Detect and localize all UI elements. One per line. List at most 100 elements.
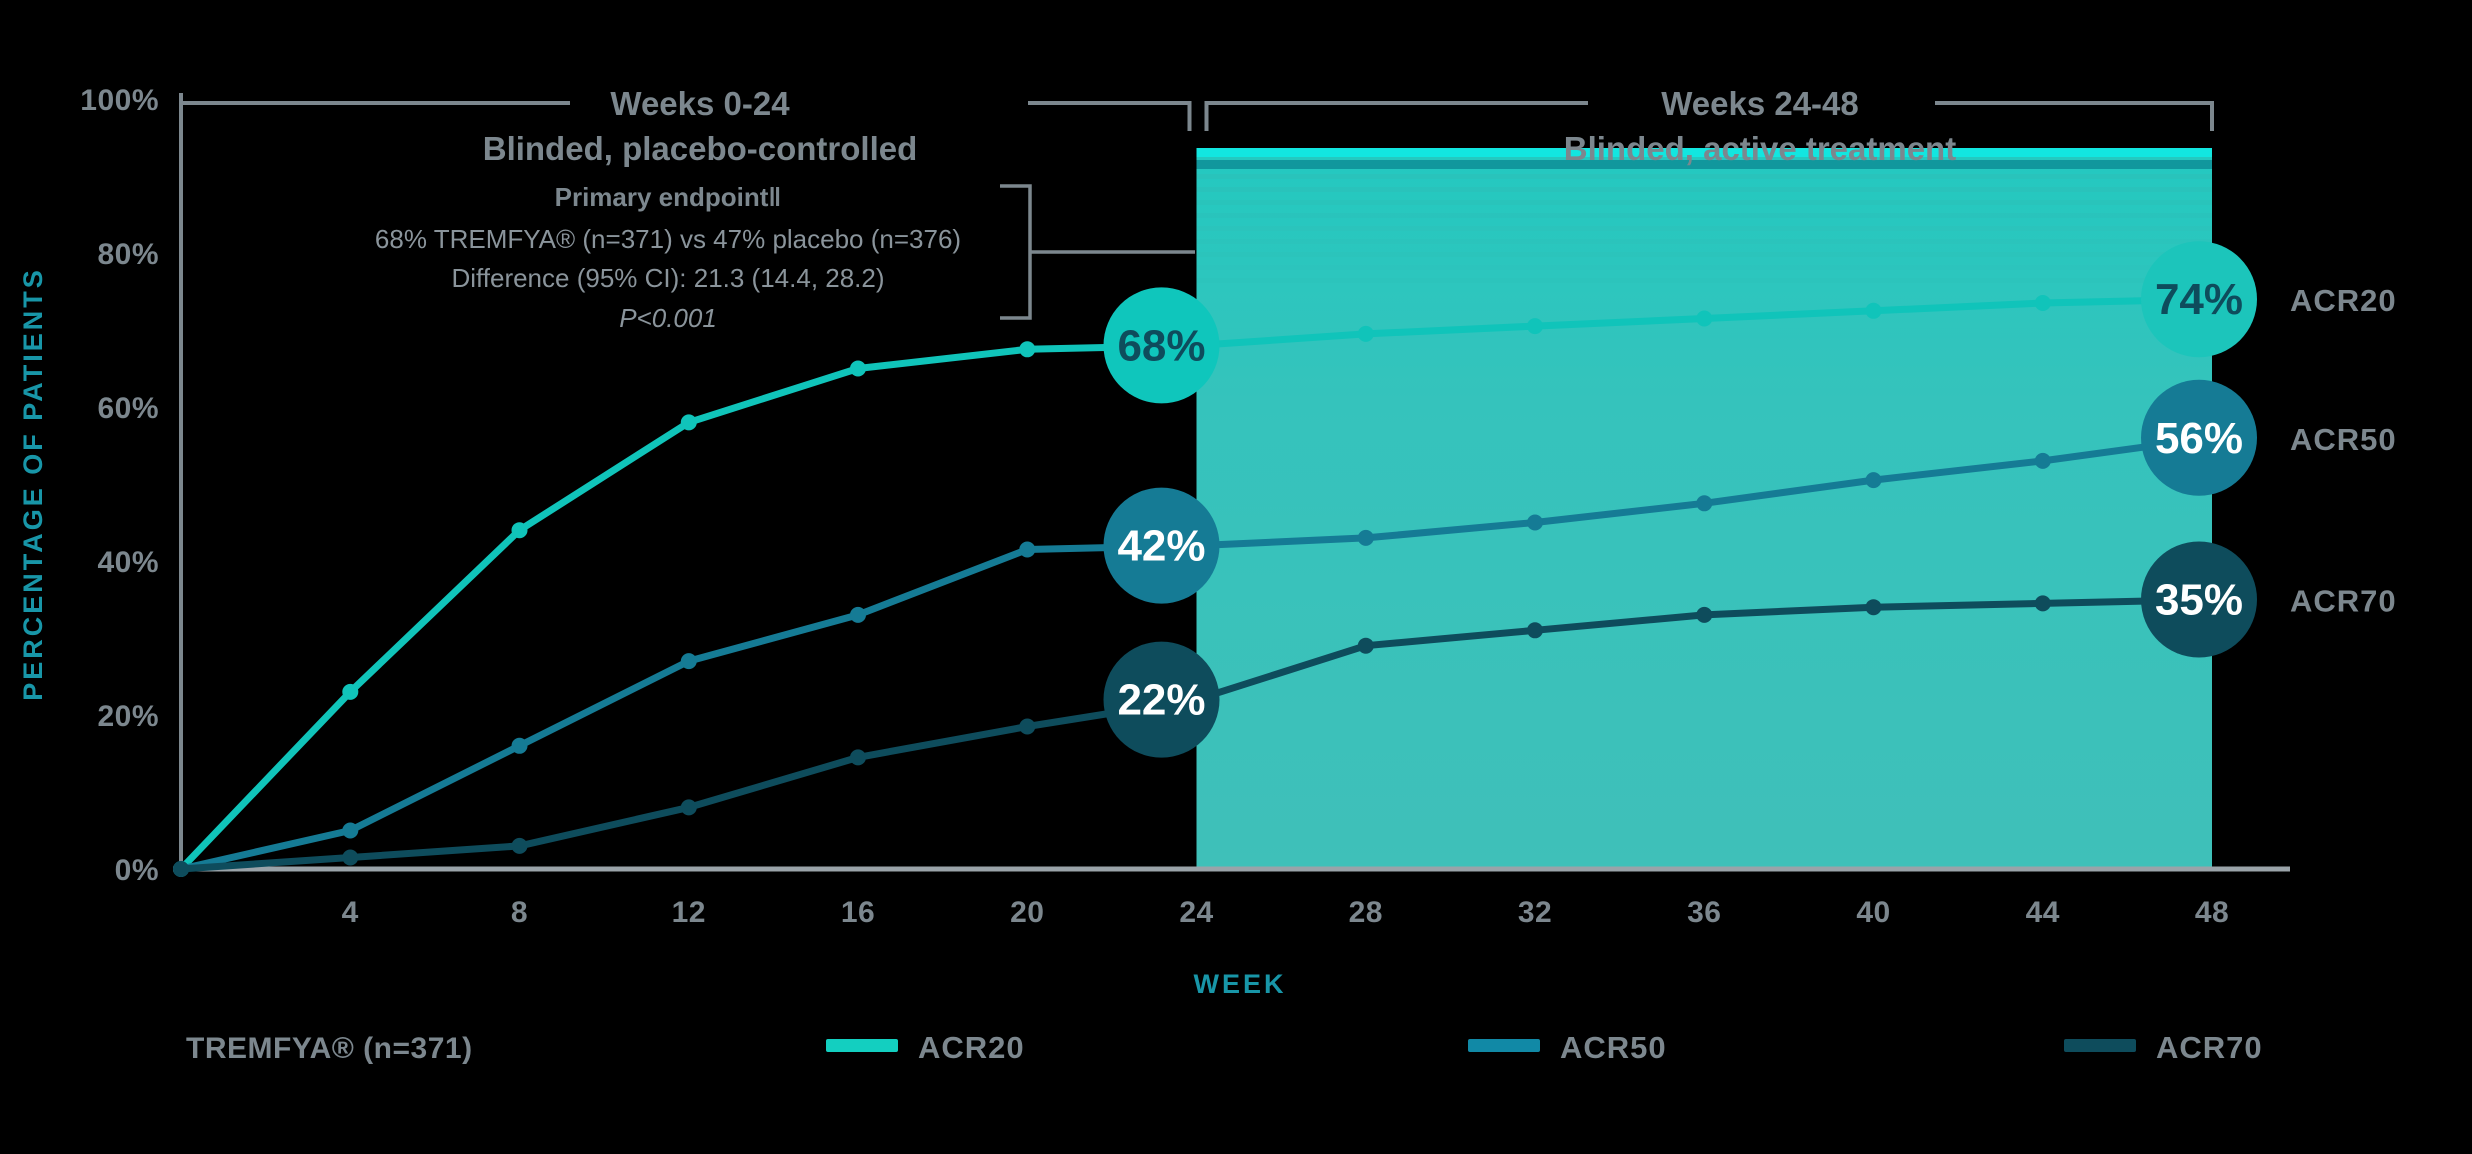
data-point-acr70	[1696, 606, 1713, 623]
series-endpoint-label-acr20: ACR20	[2290, 283, 2397, 318]
x-tick-label: 16	[841, 896, 875, 929]
shaded-region-band	[1196, 174, 2212, 179]
y-tick-label: 100%	[80, 84, 159, 117]
shaded-region-band	[1196, 160, 2212, 169]
phase2-shaded-region	[1196, 148, 2212, 869]
legend-swatch-acr50	[1468, 1039, 1540, 1052]
annotation-line-1: 68% TREMFYA® (n=371) vs 47% placebo (n=3…	[375, 224, 961, 254]
callout-value-week48-acr70: 35%	[2155, 576, 2243, 625]
annotation-line-2: Difference (95% CI): 21.3 (14.4, 28.2)	[451, 263, 884, 293]
callout-bubble-week24-acr20	[1103, 287, 1220, 404]
data-point-acr20	[850, 360, 866, 377]
y-tick-label: 0%	[115, 854, 159, 887]
data-point-acr50	[1527, 514, 1543, 531]
legend: TREMFYA® (n=371) ACR20 ACR50 ACR70	[186, 1030, 2263, 1065]
axis-titles: WEEK PERCENTAGE OF PATIENTS	[18, 267, 1287, 999]
phase2-bracket-left	[1204, 101, 1588, 131]
data-point-acr70	[342, 849, 359, 866]
data-point-acr20	[511, 522, 528, 539]
shaded-region-band	[1196, 265, 2212, 270]
phase1-bracket-right	[1028, 101, 1192, 131]
data-point-acr50	[1019, 541, 1036, 558]
series-endpoint-label-acr70: ACR70	[2290, 584, 2397, 619]
legend-label-acr70: ACR70	[2156, 1030, 2263, 1065]
x-tick-label: 24	[1179, 896, 1213, 929]
x-tick-label: 32	[1518, 896, 1552, 929]
x-axis-title: WEEK	[1194, 969, 1287, 999]
axes	[173, 93, 2290, 872]
legend-label-acr50: ACR50	[1560, 1030, 1667, 1065]
data-point-acr20	[1696, 310, 1713, 327]
y-tick-label: 40%	[97, 546, 159, 579]
callout-bubble-week48-acr70	[2141, 541, 2257, 658]
data-point-acr70	[173, 861, 189, 877]
callout-value-week24-acr70: 22%	[1117, 676, 1205, 725]
legend-swatch-acr20	[826, 1039, 898, 1052]
callout-value-week24-acr50: 42%	[1117, 522, 1205, 571]
x-tick-label: 28	[1349, 896, 1383, 929]
callout-bubble-week24-acr50	[1103, 487, 1220, 604]
legend-arm-label: TREMFYA® (n=371)	[186, 1032, 473, 1065]
shaded-region-band	[1196, 226, 2212, 231]
data-point-acr70	[1357, 637, 1374, 654]
data-point-acr50	[2034, 452, 2051, 469]
callout-value-week48-acr20: 74%	[2155, 275, 2243, 324]
data-point-acr50	[680, 653, 697, 670]
phase-brackets	[179, 101, 2214, 131]
data-point-acr70	[1865, 599, 1882, 616]
x-tick-label: 40	[1856, 896, 1890, 929]
data-point-acr20	[1527, 318, 1543, 335]
phase1-subtitle: Blinded, placebo-controlled	[483, 130, 918, 167]
phase-headers: Weeks 0-24 Blinded, placebo-controlled Wee…	[483, 85, 1956, 167]
x-tick-label: 12	[672, 896, 706, 929]
data-point-acr50	[342, 822, 359, 839]
legend-swatch-acr70	[2064, 1039, 2136, 1052]
annotation-brace	[1000, 184, 1195, 320]
phase1-title: Weeks 0-24	[610, 85, 790, 122]
data-point-acr20	[1357, 325, 1374, 342]
data-point-acr20	[1019, 341, 1036, 358]
callout-value-week24-acr20: 68%	[1117, 321, 1205, 370]
value-callouts: 68% 42% 22% 74% ACR20 56% ACR50 35% ACR70	[1103, 241, 2397, 758]
y-axis-title: PERCENTAGE OF PATIENTS	[18, 267, 48, 701]
data-point-acr70	[1527, 622, 1543, 639]
shaded-region-band	[1196, 200, 2212, 205]
data-point-acr50	[1696, 495, 1713, 512]
x-tick-label: 44	[2026, 896, 2060, 929]
y-tick-label: 60%	[97, 392, 159, 425]
x-tick-label: 20	[1010, 896, 1044, 929]
callout-bubble-week48-acr50	[2141, 379, 2257, 496]
callout-bubble-week24-acr70	[1103, 641, 1220, 758]
phase1-bracket-left	[179, 101, 570, 131]
series-endpoint-label-acr50: ACR50	[2290, 422, 2397, 457]
phase2-subtitle: Blinded, active treatment	[1564, 130, 1956, 167]
shaded-region-band	[1196, 187, 2212, 192]
data-point-acr20	[342, 683, 359, 700]
x-tick-label: 4	[342, 896, 359, 929]
data-point-acr70	[680, 799, 697, 816]
data-point-acr50	[850, 606, 866, 623]
shaded-region-band	[1196, 213, 2212, 218]
data-point-acr20	[1865, 302, 1882, 319]
data-point-acr50	[1357, 529, 1374, 546]
y-tick-label: 20%	[97, 700, 159, 733]
x-tick-label: 36	[1687, 896, 1721, 929]
primary-endpoint-annotation: Primary endpoint‖ 68% TREMFYA® (n=371) vs…	[375, 182, 1195, 333]
y-tick-label: 80%	[97, 238, 159, 271]
data-point-acr50	[1865, 472, 1882, 489]
callout-bubble-week48-acr20	[2141, 241, 2257, 358]
legend-label-acr20: ACR20	[918, 1030, 1025, 1065]
shaded-region-band	[1196, 239, 2212, 244]
tick-labels: 0%20%40%60%80%100%4 8 12 16 20 24 28 32 36 40 44 48	[80, 84, 2228, 929]
annotation-pvalue: P<0.001	[619, 303, 717, 333]
data-point-acr70	[1019, 718, 1036, 735]
shaded-region-band	[1196, 252, 2212, 257]
phase2-bracket-right	[1935, 101, 2214, 131]
shaded-region-band	[1196, 278, 2212, 283]
data-point-acr50	[511, 737, 528, 754]
x-tick-label: 8	[511, 896, 528, 929]
data-point-acr70	[850, 749, 866, 766]
data-point-acr20	[680, 414, 697, 431]
